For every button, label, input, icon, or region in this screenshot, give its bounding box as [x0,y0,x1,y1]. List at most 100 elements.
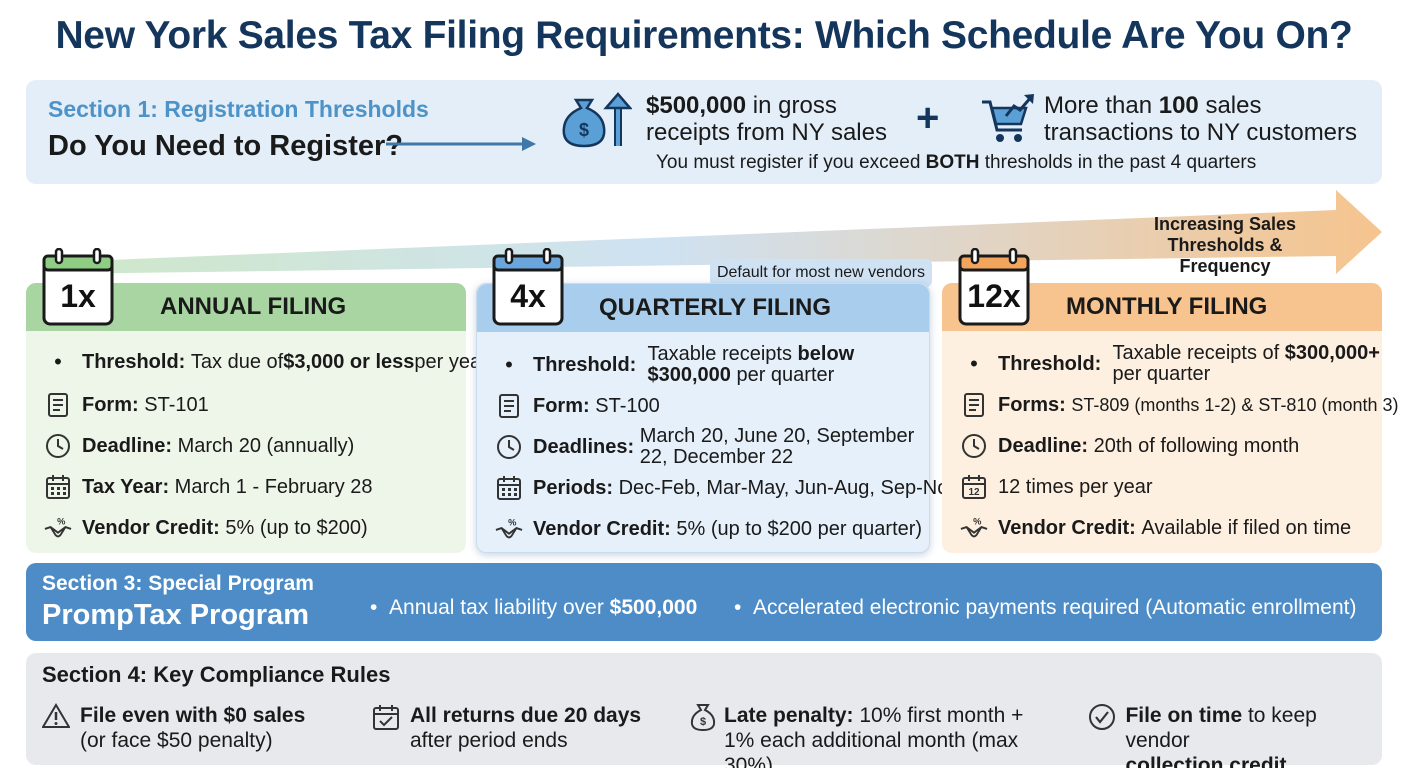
monthly-forms: Forms: ST-809 (months 1-2) & ST-810 (mon… [960,391,1399,419]
clock-icon [44,432,72,460]
section1-question: Do You Need to Register? [48,130,404,162]
value-pre: Taxable receipts of [1112,342,1285,364]
label: Vendor Credit: [82,516,220,539]
annual-tax-year: Tax Year: March 1 - February 28 [44,473,373,501]
monthly-deadline: Deadline: 20th of following month [960,432,1299,460]
threshold-receipts-text: in gross receipts from NY sales [646,92,887,146]
money-bag-up-icon: $ [562,92,632,148]
threshold-transactions: More than 100 sales transactions to NY c… [1044,92,1374,146]
quarterly-periods: Periods: Dec-Feb, Mar-May, Jun-Aug, Sep-… [495,474,958,502]
value-rest: per quarter [1112,363,1211,385]
section-compliance-rules: Section 4: Key Compliance Rules File eve… [26,653,1382,768]
calendar-check-icon [372,703,402,753]
section3-bullet-payments: • Accelerated electronic payments requir… [734,596,1357,619]
check-circle-icon [1088,703,1117,768]
value-rest: per year [414,350,488,373]
quarterly-badge: 4x [510,278,546,314]
annual-threshold: • Threshold: Tax due of $3,000 or less p… [44,349,488,375]
annual-form: Form: ST-101 [44,391,209,419]
value: 12 times per year [998,475,1153,498]
calendar-icon [958,248,1030,326]
value: March 20 (annually) [177,434,355,457]
threshold-receipts-value: $500,000 [646,92,747,119]
svg-text:$: $ [579,120,589,140]
rule-bold: File on time [1125,704,1243,727]
monthly-frequency: 12 12 times per year [960,473,1153,501]
annual-badge: 1x [60,278,96,314]
increasing-arrow [60,190,1382,274]
registration-note: You must register if you exceed BOTH thr… [656,152,1256,174]
value: ST-100 [595,394,660,417]
label: Forms: [998,393,1066,416]
annual-filing-card: ANNUAL FILING • Threshold: Tax due of $3… [26,283,488,553]
value: Available if filed on time [1141,516,1352,539]
note-rest: thresholds in the past 4 quarters [979,152,1257,173]
quarterly-card-title: QUARTERLY FILING [599,294,832,321]
value: Taxable receipts below $300,000 per quart… [647,344,854,386]
annual-card-title: ANNUAL FILING [160,293,347,320]
value-bold2: $300,000 [647,364,731,386]
bullet-icon: • [54,349,62,374]
label: Threshold: [533,353,637,376]
rule-rest: (or face $50 penalty) [80,729,273,752]
rule-text: All returns due 20 days after period ends [410,703,641,753]
value: Taxable receipts of $300,000+ per quarte… [1112,343,1379,385]
value: 5% (up to $200) [225,516,368,539]
handshake-icon: % [44,514,72,542]
warning-icon [41,703,72,753]
calendar-12-number: 12 [968,487,980,498]
value-rest: per quarter [730,364,835,386]
calendar-icon [495,474,523,502]
value-bold: $300,000+ [1284,342,1380,364]
label: Vendor Credit: [998,516,1136,539]
section3-label: Section 3: Special Program [42,572,314,595]
rule-bold: All returns due 20 days [410,704,642,727]
bullet-text: Accelerated electronic payments required… [753,596,1357,619]
label: Periods: [533,476,614,499]
threshold-receipts: $500,000 in gross receipts from NY sales [646,92,916,146]
handshake-icon: % [960,514,988,542]
calendar-12-icon: 12 [960,473,988,501]
document-icon [44,391,72,419]
svg-text:%: % [57,516,66,526]
rule-bold2: collection credit [1125,754,1287,768]
label: Threshold: [998,352,1102,375]
value: 5% (up to $200 per quarter) [676,517,923,540]
section3-bullet-liability: • Annual tax liability over $500,000 [370,596,698,619]
annual-vendor-credit: % Vendor Credit: 5% (up to $200) [44,514,368,542]
calendar-icon [492,248,564,326]
svg-text:%: % [973,516,982,526]
shopping-cart-icon [982,94,1034,142]
rule-text: File even with $0 sales (or face $50 pena… [80,703,305,753]
rule-on-time: File on time to keep vendor collection cr… [1088,703,1382,768]
label: Threshold: [82,350,186,373]
calendar-icon [44,473,72,501]
label: Vendor Credit: [533,517,671,540]
page-title: New York Sales Tax Filing Requirements: … [55,14,1353,57]
section-registration: Section 1: Registration Thresholds Do Yo… [26,80,1382,184]
rule-bold: Late penalty: [724,704,854,727]
quarterly-vendor-credit: % Vendor Credit: 5% (up to $200 per quar… [495,515,922,543]
section4-label: Section 4: Key Compliance Rules [42,662,391,687]
rule-rest: to keep vendor [1125,704,1317,752]
label: Form: [533,394,590,417]
label: Deadlines: [533,435,635,458]
monthly-badge: 12x [967,278,1021,314]
annual-deadline: Deadline: March 20 (annually) [44,432,354,460]
note-bold: BOTH [925,152,980,173]
document-icon [960,391,988,419]
value: Dec-Feb, Mar-May, Jun-Aug, Sep-Nov [618,476,959,499]
threshold-transactions-pre: More than [1044,92,1159,119]
threshold-transactions-text: sales transactions to NY customers [1044,92,1358,146]
monthly-vendor-credit: % Vendor Credit: Available if filed on t… [960,514,1351,542]
bullet-text: Annual tax liability over [389,596,610,619]
value-pre: Taxable receipts [647,343,798,365]
svg-text:$: $ [700,716,706,728]
rule-rest: after period ends [410,729,568,752]
note-pre: You must register if you exceed [656,152,926,173]
quarterly-form: Form: ST-100 [495,392,660,420]
value: March 1 - February 28 [174,475,373,498]
bullet-icon: • [505,352,513,377]
monthly-card-title: MONTHLY FILING [1066,293,1268,320]
handshake-icon: % [495,515,523,543]
